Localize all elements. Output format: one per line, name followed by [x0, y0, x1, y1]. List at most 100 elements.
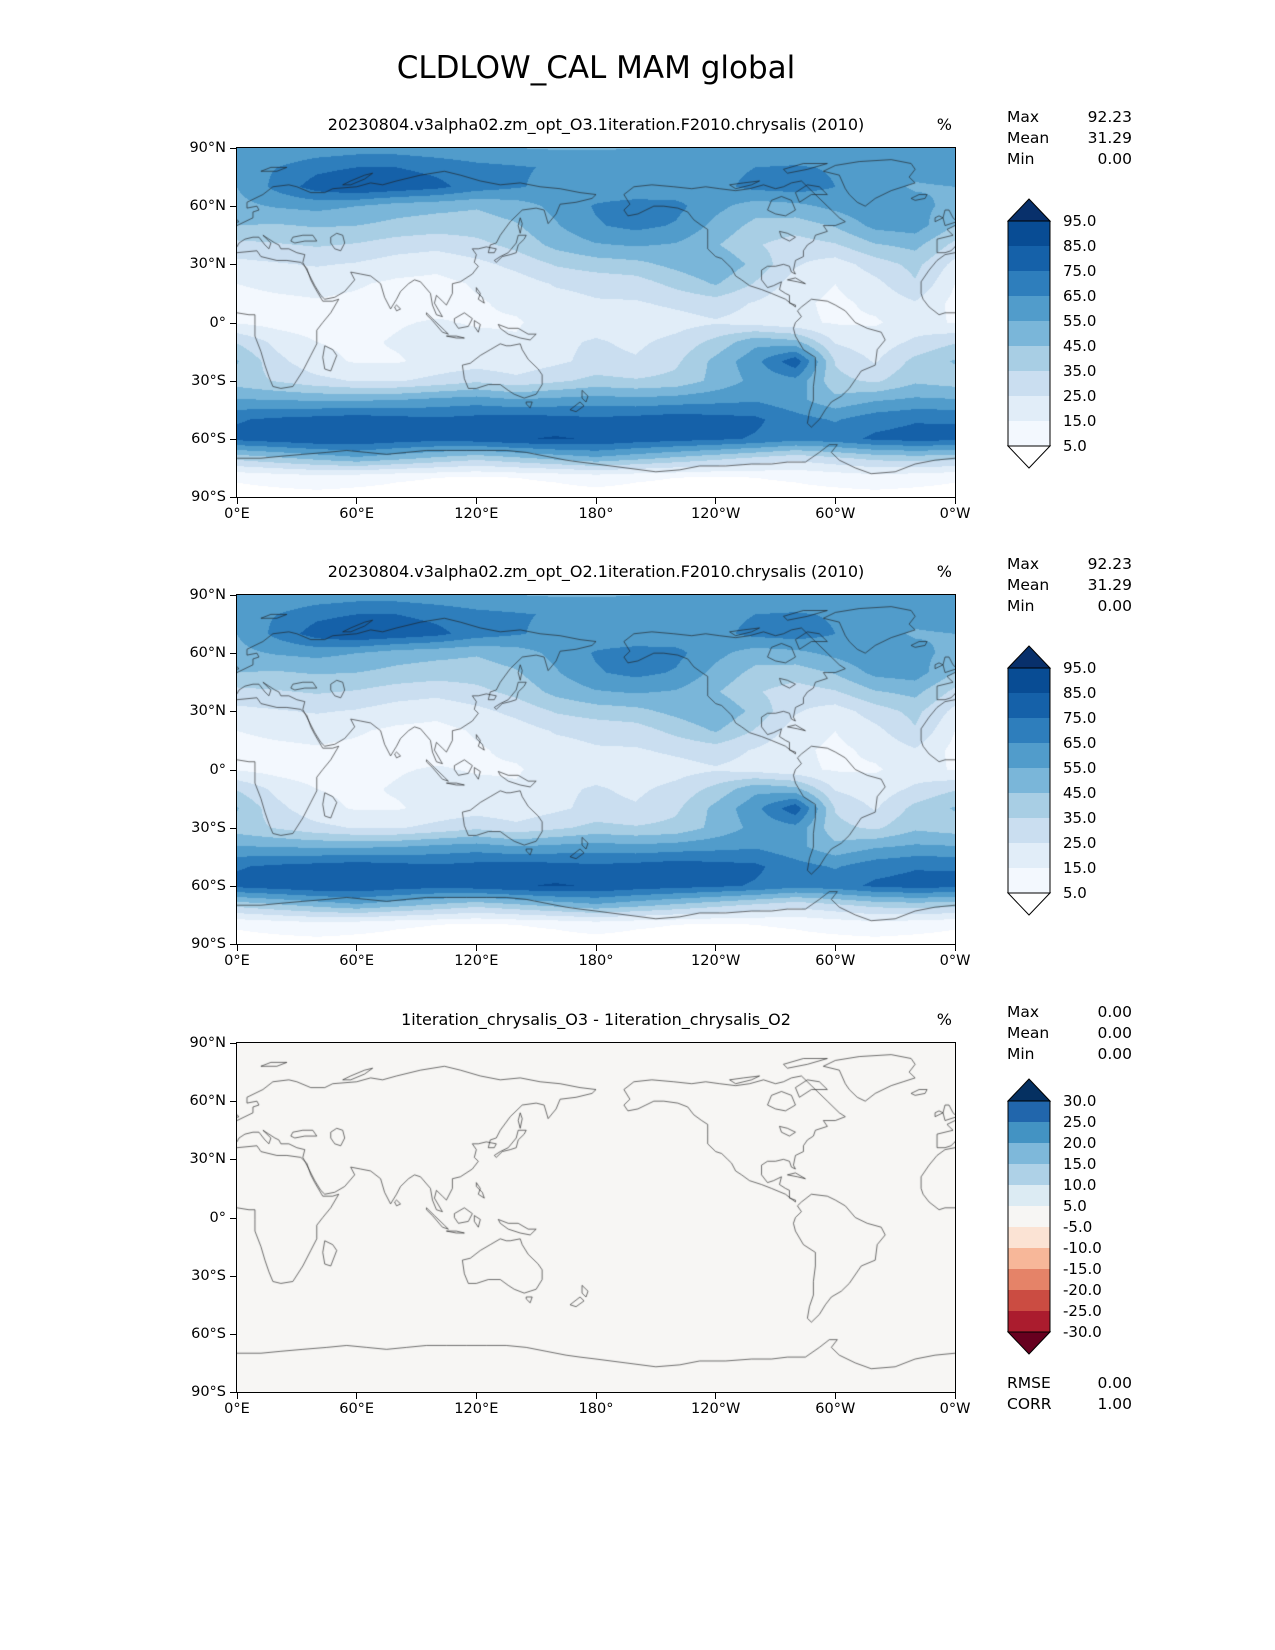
lon-tick-mark	[954, 498, 956, 504]
map-frame	[236, 594, 956, 945]
stat-label: Mean	[1007, 576, 1050, 594]
lat-tick-label: 60°S	[191, 877, 226, 894]
lat-tick-label: 30°S	[191, 819, 226, 836]
colorbar-tick-label: -10.0	[1063, 1239, 1102, 1257]
colorbar-svg	[1006, 645, 1052, 916]
stat-label: Max	[1007, 108, 1040, 126]
stat-row-mean: Mean 31.29	[1007, 575, 1132, 596]
map-canvas	[237, 595, 955, 944]
lon-tick-mark	[475, 1393, 477, 1399]
stat-label: Min	[1007, 1045, 1035, 1063]
lon-tick-label: 60°E	[339, 506, 375, 522]
lon-tick-mark	[715, 1393, 717, 1399]
lon-tick-label: 120°W	[691, 1401, 741, 1417]
lon-tick-label: 0°W	[939, 506, 971, 522]
stat-value: 0.00	[1097, 1045, 1132, 1063]
colorbar-tick-label: 15.0	[1063, 412, 1097, 430]
stat-label: Max	[1007, 555, 1040, 573]
lon-tick-mark	[595, 1393, 597, 1399]
lat-tick-label: 0°	[209, 1209, 226, 1226]
colorbar-tick-label: -25.0	[1063, 1302, 1102, 1320]
lon-tick-label: 60°E	[339, 1401, 375, 1417]
colorbar-tick-label: 95.0	[1063, 212, 1097, 230]
lat-tick-label: 60°S	[191, 430, 226, 447]
colorbar: 30.0 25.0 20.0 15.0 10.0 5.0 -5.0 -10.0 -15.0 -20…	[1006, 1078, 1147, 1355]
stats-block: Max 92.23 Mean 31.29 Min 0.00	[1007, 554, 1132, 617]
stat-value: 92.23	[1087, 108, 1132, 126]
figure-title: CLDLOW_CAL MAM global	[396, 50, 796, 86]
colorbar-tick-label: -15.0	[1063, 1260, 1102, 1278]
lat-tick-label: 30°N	[189, 703, 226, 720]
units-label: %	[936, 562, 952, 581]
panel-subtitle: 1iteration_chrysalis_O3 - 1iteration_chr…	[401, 1010, 791, 1029]
stat-row-min: Min 0.00	[1007, 596, 1132, 617]
colorbar-tick-label: 30.0	[1063, 1092, 1097, 1110]
lon-tick-mark	[236, 498, 238, 504]
colorbar-tick-label: -20.0	[1063, 1281, 1102, 1299]
map-canvas	[237, 1043, 955, 1392]
stat-row-corr: CORR 1.00	[1007, 1394, 1132, 1415]
lat-tick-label: 90°S	[191, 936, 226, 952]
colorbar-tick-label: 95.0	[1063, 659, 1097, 677]
panel-subtitle: 20230804.v3alpha02.zm_opt_O3.1iteration.…	[327, 115, 865, 134]
lon-tick-mark	[595, 945, 597, 951]
colorbar-tick-label: 55.0	[1063, 759, 1097, 777]
stat-value: 31.29	[1087, 129, 1132, 147]
lon-tick-mark	[595, 498, 597, 504]
lon-tick-mark	[475, 498, 477, 504]
lat-tick-label: 90°S	[191, 489, 226, 505]
lat-tick-label: 60°N	[189, 645, 226, 662]
panel-subtitle: 20230804.v3alpha02.zm_opt_O2.1iteration.…	[327, 562, 865, 581]
colorbar-tick-label: 5.0	[1063, 884, 1087, 902]
stat-row-mean: Mean 31.29	[1007, 128, 1132, 149]
stat-label: Min	[1007, 597, 1035, 615]
lon-tick-label: 120°W	[691, 953, 741, 969]
stat-row-max: Max 92.23	[1007, 554, 1132, 575]
lat-tick-label: 30°N	[189, 1151, 226, 1168]
colorbar-tick-label: 5.0	[1063, 1197, 1087, 1215]
lon-tick-label: 0°W	[939, 1401, 971, 1417]
lat-tick-label: 0°	[209, 314, 226, 331]
colorbar-tick-label: 5.0	[1063, 437, 1087, 455]
stat-value: 0.00	[1097, 150, 1132, 168]
panel-difference: Max 0.00 Mean 0.00 Min 0.00 1iteration_chry…	[0, 1002, 1275, 1449]
units-label: %	[936, 115, 952, 134]
lon-tick-label: 120°E	[454, 953, 499, 969]
map-frame	[236, 147, 956, 498]
colorbar-tick-label: 75.0	[1063, 262, 1097, 280]
stat-value: 0.00	[1097, 1024, 1132, 1042]
lon-tick-label: 0°W	[939, 953, 971, 969]
colorbar-tick-label: -5.0	[1063, 1218, 1093, 1236]
lon-tick-label: 60°E	[339, 953, 375, 969]
colorbar-tick-label: 45.0	[1063, 337, 1097, 355]
lon-tick-label: 60°W	[815, 1401, 856, 1417]
stat-label: Mean	[1007, 129, 1050, 147]
stats-block: Max 0.00 Mean 0.00 Min 0.00	[1007, 1002, 1132, 1065]
lon-tick-label: 180°	[578, 506, 614, 522]
colorbar-tick-label: 10.0	[1063, 1176, 1097, 1194]
stat-value: 0.00	[1097, 597, 1132, 615]
lat-tick-label: 60°S	[191, 1325, 226, 1342]
stats-block: Max 92.23 Mean 31.29 Min 0.00	[1007, 107, 1132, 170]
stat-label: CORR	[1007, 1395, 1052, 1413]
lon-tick-label: 60°W	[815, 506, 856, 522]
panel-run-o2: Max 92.23 Mean 31.29 Min 0.00 20230804.v3al…	[0, 554, 1275, 1001]
map-frame	[236, 1042, 956, 1393]
lon-tick-label: 60°W	[815, 953, 856, 969]
colorbar-tick-label: 35.0	[1063, 809, 1097, 827]
stat-value: 31.29	[1087, 576, 1132, 594]
lon-tick-label: 0°E	[224, 953, 250, 969]
stat-value: 0.00	[1097, 1003, 1132, 1021]
colorbar-tick-label: 15.0	[1063, 859, 1097, 877]
stat-label: RMSE	[1007, 1374, 1051, 1392]
colorbar-tick-label: 85.0	[1063, 684, 1097, 702]
colorbar: 95.0 85.0 75.0 65.0 55.0 45.0 35.0 25.0 15.0 5.0	[1006, 645, 1147, 916]
colorbar-tick-label: 85.0	[1063, 237, 1097, 255]
lon-tick-label: 120°E	[454, 1401, 499, 1417]
stat-label: Mean	[1007, 1024, 1050, 1042]
lon-tick-label: 120°E	[454, 506, 499, 522]
lon-tick-mark	[715, 498, 717, 504]
stat-value: 0.00	[1097, 1374, 1132, 1392]
colorbar-tick-label: 25.0	[1063, 387, 1097, 405]
